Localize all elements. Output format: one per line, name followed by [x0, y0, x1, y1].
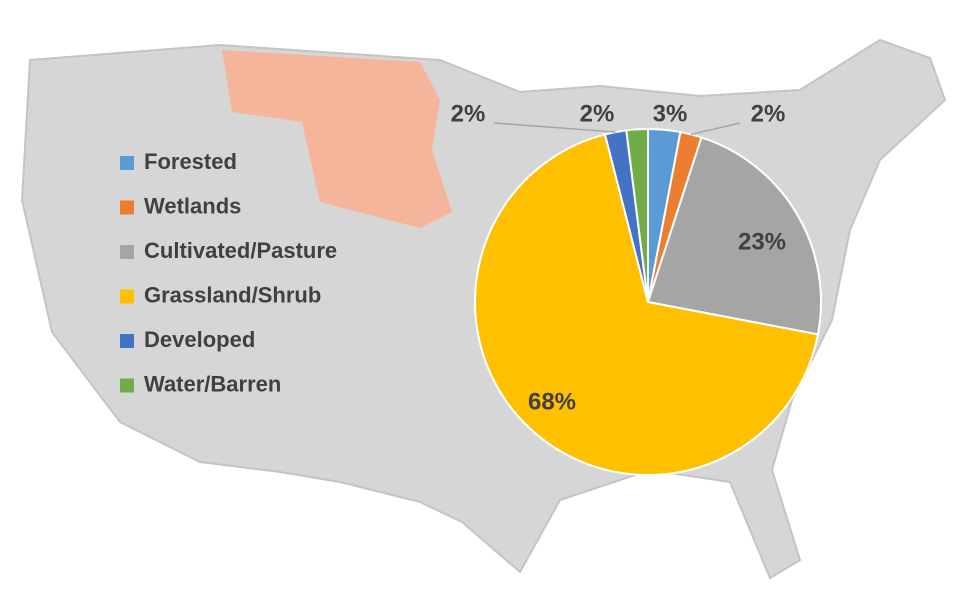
legend-label: Developed [144, 327, 255, 352]
legend-swatch [120, 156, 134, 170]
pie-slice [625, 127, 649, 303]
data-label: 23% [738, 228, 786, 255]
highlighted-region [222, 50, 452, 228]
data-label: 2% [580, 100, 615, 127]
pie-slice [474, 133, 820, 476]
data-label: 2% [751, 100, 786, 127]
legend-swatch [120, 200, 134, 215]
legend-swatch [120, 245, 134, 259]
data-label: 2% [451, 100, 486, 127]
legend-swatch [120, 334, 134, 348]
legend-label: Cultivated/Pasture [144, 238, 337, 263]
legend-label: Water/Barren [144, 371, 281, 396]
pie-slice [646, 136, 822, 336]
legend-swatch [120, 378, 134, 393]
data-label: 3% [653, 100, 688, 127]
legend-label: Wetlands [144, 193, 241, 218]
leader-line [493, 122, 616, 133]
legend-swatch [120, 289, 134, 304]
data-label: 68% [528, 388, 576, 415]
legend-label: Grassland/Shrub [144, 282, 321, 307]
legend-label: Forested [144, 149, 237, 174]
leader-line [690, 122, 741, 136]
